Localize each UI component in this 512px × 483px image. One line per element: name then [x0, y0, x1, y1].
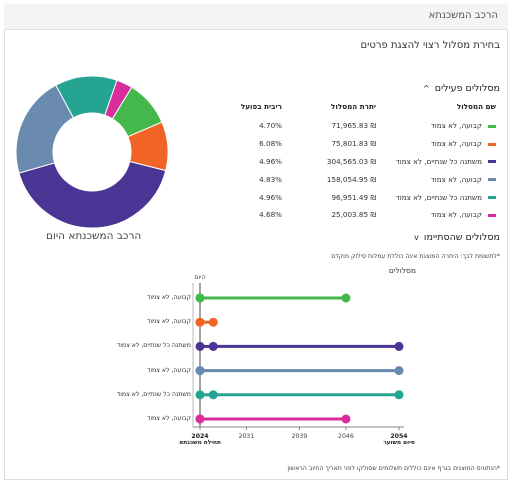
table-header-row: שם המסלול יתרת המסלול ריבית בפועל: [228, 100, 500, 117]
x-tick-year: 2031: [238, 433, 255, 440]
timeline-row-label: קבועה, לא צמוד: [146, 366, 191, 374]
track-balance: 304,565.03 ₪: [326, 156, 376, 166]
track-rate: 4.96%: [259, 156, 282, 166]
track-color-swatch: [488, 178, 496, 182]
track-rate: 4.70%: [259, 121, 282, 131]
track-color-swatch: [488, 213, 496, 217]
timeline-row-label: קבועה, לא צמוד: [146, 318, 191, 326]
track-name-cell: קבועה, לא צמוד: [380, 117, 500, 135]
track-balance: 158,054.95 ₪: [326, 174, 376, 184]
column-header-rate: ריבית בפועל: [240, 102, 282, 111]
track-name: משתנה כל שנתיים, לא צמוד: [395, 192, 482, 202]
mortgage-donut-chart: [15, 75, 169, 229]
x-tick-year: 2039: [291, 433, 308, 440]
x-tick-label: 2046: [338, 433, 354, 440]
panel-header: הרכב המשכנתא: [4, 4, 508, 30]
donut-caption: הרכב המשכנתא היום: [46, 230, 142, 242]
column-header-name: שם המסלול: [456, 102, 496, 111]
column-header-balance: יתרת המסלול: [331, 102, 376, 111]
x-tick-year: 2054: [390, 433, 408, 440]
select-track-hint: בחירת מסלול רצוי להצגת פרטים: [360, 40, 500, 51]
x-tick-label: 2054 סיום משוער: [383, 433, 415, 446]
track-rate: 4.83%: [259, 174, 282, 184]
track-row[interactable]: משתנה כל שנתיים, לא צמוד 304,565.03 ₪ 4.96…: [228, 153, 500, 171]
today-label: היום: [194, 274, 206, 281]
track-balance: 71,965.83 ₪: [331, 121, 376, 131]
completed-tracks-toggle[interactable]: מסלולים שהסתיימו v: [414, 232, 500, 243]
track-rate: 4.96%: [259, 192, 282, 202]
panel-title: הרכב המשכנתא: [428, 10, 498, 21]
completed-tracks-label: מסלולים שהסתיימו: [423, 232, 500, 243]
x-tick-year: 2024: [191, 433, 209, 440]
timeline-row-label: קבועה, לא צמוד: [146, 294, 191, 301]
track-row[interactable]: קבועה, לא צמוד 25,003.85 ₪ 4.68%: [228, 206, 500, 224]
x-tick-caption: תחילת משכנתא: [179, 440, 221, 446]
track-row[interactable]: משתנה כל שנתיים, לא צמוד 96,951.49 ₪ 4.96%: [228, 188, 500, 206]
timeline-row-label: קבועה, לא צמוד: [146, 415, 191, 422]
track-color-swatch: [488, 196, 496, 200]
track-name-cell: משתנה כל שנתיים, לא צמוד: [380, 188, 500, 206]
x-tick-year: 2046: [338, 433, 354, 440]
track-name-cell: קבועה, לא צמוד: [380, 135, 500, 153]
track-name-cell: משתנה כל שנתיים, לא צמוד: [380, 153, 500, 171]
track-color-swatch: [488, 160, 496, 164]
track-rate: 6.08%: [259, 139, 282, 149]
track-rate: 4.68%: [259, 210, 282, 220]
track-row[interactable]: קבועה, לא צמוד 75,801.83 ₪ 6.08%: [228, 135, 500, 153]
donut-slice[interactable]: [18, 160, 167, 229]
track-color-swatch: [488, 124, 496, 128]
donut-slice[interactable]: [104, 79, 133, 120]
x-tick-label: 2024 תחילת משכנתא: [179, 433, 221, 446]
track-name-cell: קבועה, לא צמוד: [380, 170, 500, 188]
active-tracks-table: שם המסלול יתרת המסלול ריבית בפועל קבועה,…: [228, 100, 500, 224]
track-name: קבועה, לא צמוד: [430, 174, 482, 184]
track-name: קבועה, לא צמוד: [430, 139, 482, 149]
chevron-up-icon: ^: [422, 84, 430, 93]
track-name-cell: קבועה, לא צמוד: [380, 206, 500, 224]
track-name: קבועה, לא צמוד: [430, 121, 482, 131]
track-row[interactable]: קבועה, לא צמוד 158,054.95 ₪ 4.83%: [228, 170, 500, 188]
track-balance: 75,801.83 ₪: [331, 139, 376, 149]
x-tick-label: 2039: [292, 433, 308, 440]
active-tracks-label: מסלולים פעילים: [434, 83, 500, 94]
chevron-down-icon: v: [414, 233, 419, 242]
timeline-row-label: משתנה כל שנתיים, לא צמוד: [116, 342, 191, 350]
prepayment-note: *לתשומת לבך: היתרה המוצגת אינה כוללת עמל…: [331, 253, 500, 260]
timeline-row-label: משתנה כל שנתיים, לא צמוד: [116, 390, 191, 398]
timeline-y-label: מסלולים: [388, 266, 416, 275]
track-balance: 96,951.49 ₪: [331, 192, 376, 202]
track-name: משתנה כל שנתיים, לא צמוד: [395, 156, 482, 166]
track-name: קבועה, לא צמוד: [430, 210, 482, 220]
track-color-swatch: [488, 142, 496, 146]
track-balance: 25,003.85 ₪: [331, 210, 376, 220]
active-tracks-toggle[interactable]: מסלולים פעילים ^: [423, 83, 500, 94]
x-tick-caption: סיום משוער: [383, 440, 415, 446]
payments-note: *הנתונים המוצגים בגרף אינם כוללים תשלומי…: [287, 465, 500, 472]
x-tick-label: 2031: [239, 433, 255, 440]
track-row[interactable]: קבועה, לא צמוד 71,965.83 ₪ 4.70%: [228, 117, 500, 135]
